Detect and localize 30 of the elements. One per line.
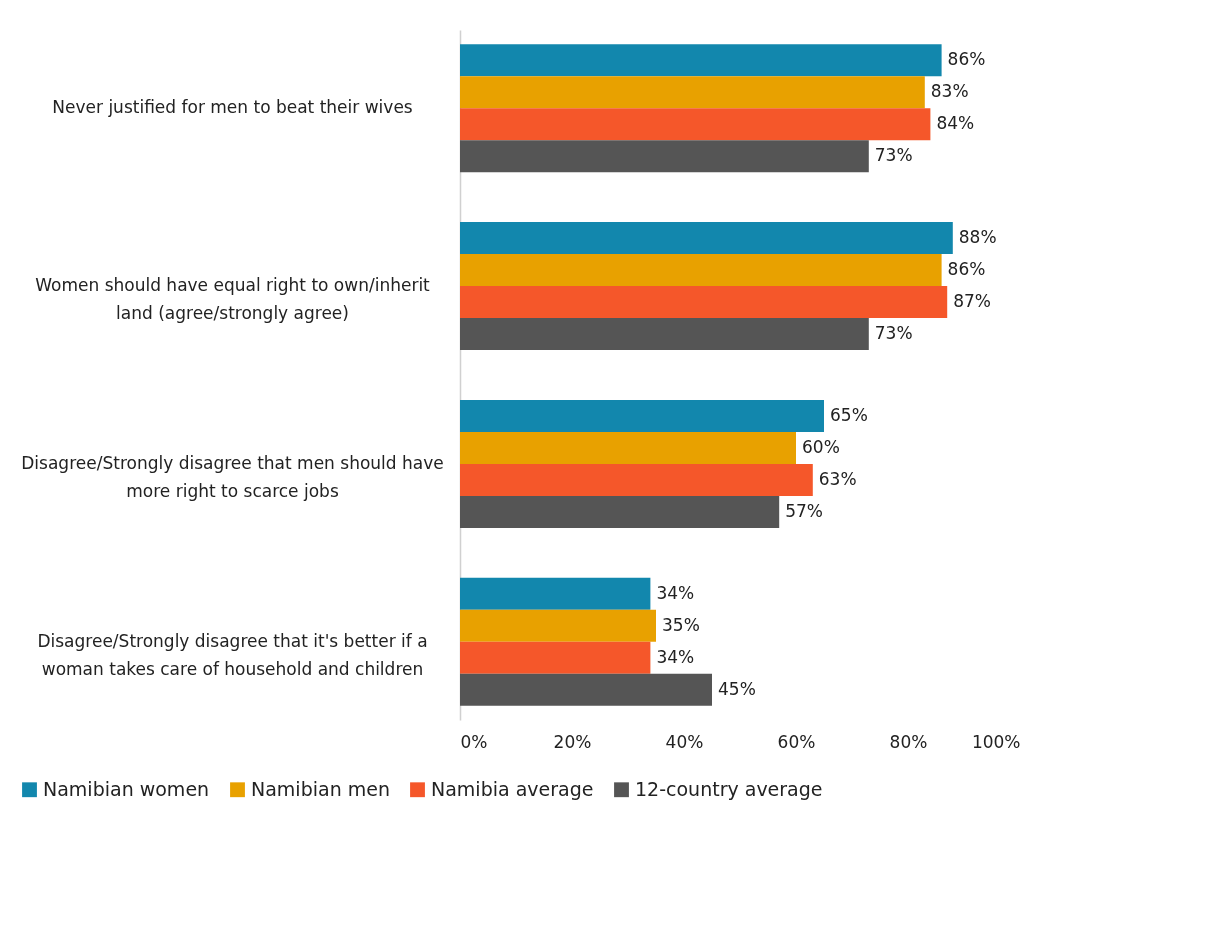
legend-label: Namibian men [251,777,390,800]
data-label: 73% [874,145,913,166]
data-label: 34% [656,646,695,667]
data-label: 88% [958,227,997,248]
x-tick-label: 40% [665,731,704,752]
x-tick-label: 20% [553,731,592,752]
data-label: 45% [718,678,756,699]
y-tick-label: Disagree/Strongly disagree that it's better if a woman takes care of household and children [37,630,428,679]
legend-label: Namibian women [43,777,210,800]
x-tick-label: 60% [777,731,816,752]
data-label: 34% [656,582,695,603]
data-label: 86% [947,259,986,280]
legend-label: 12-country average [635,777,823,800]
data-label: 73% [874,323,913,344]
data-label: 83% [930,81,969,102]
x-tick-label: 80% [889,731,928,752]
y-tick-label: Never justified for men to beat their wives [52,97,413,118]
y-tick-label: Disagree/Strongly disagree that men should have more right to scarce jobs [21,452,444,501]
data-label: 63% [818,468,857,489]
data-label: 86% [947,49,986,70]
y-tick-label: Women should have equal right to own/inherit land (agree/strongly agree) [35,275,431,324]
data-label: 65% [830,404,868,425]
data-label: 60% [802,436,840,457]
data-label: 87% [953,291,991,312]
legend-label: Namibia average [431,777,594,800]
x-tick-label: 0% [460,731,488,752]
x-tick-label: 100% [971,731,1021,752]
data-label: 35% [662,614,700,635]
data-label: 84% [936,113,975,134]
data-label: 57% [785,500,823,521]
